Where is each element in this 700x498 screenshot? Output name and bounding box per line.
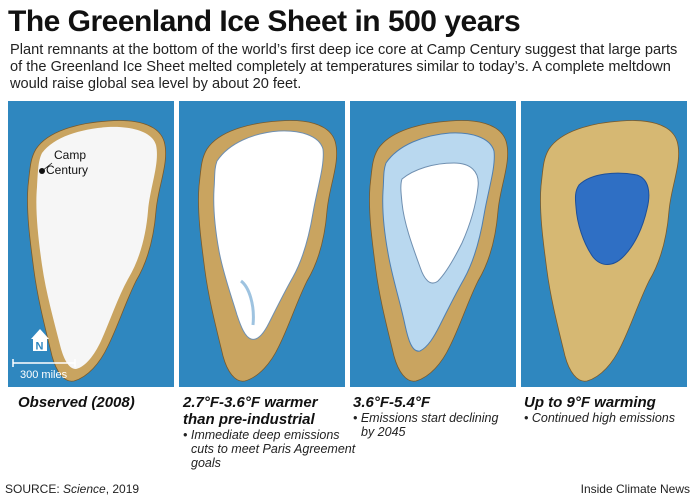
svg-text:N: N	[36, 341, 44, 353]
note-scenario-mid-2: by 2045	[361, 425, 406, 439]
camp-label-line2: Century	[46, 163, 88, 177]
caption-observed: Observed (2008)	[18, 394, 135, 411]
greenland-map-scenario-low	[198, 120, 338, 382]
note-scenario-mid-1: • Emissions start declining	[353, 411, 499, 425]
source-credit: SOURCE: Science, 2019	[5, 482, 139, 496]
note-scenario-low-3: goals	[191, 456, 221, 470]
page-title: The Greenland Ice Sheet in 500 years	[8, 5, 521, 38]
north-arrow-icon: N	[31, 329, 49, 353]
ice-sheet-remnant	[400, 162, 479, 284]
source-year: , 2019	[105, 482, 140, 496]
greenland-map-observed: Camp Century N 300 miles	[12, 120, 167, 382]
camp-century-leader	[41, 162, 53, 172]
greenland-map-scenario-mid	[369, 120, 509, 382]
caption-scenario-mid: 3.6°F-5.4°F	[353, 394, 431, 411]
map-panel-scenario-high	[521, 101, 687, 387]
melt-margin	[239, 279, 255, 326]
map-panel-scenario-low	[179, 101, 345, 387]
caption-scenario-low-line1: 2.7°F-3.6°F warmer	[183, 394, 318, 411]
caption-scenario-low-line2: than pre-industrial	[183, 411, 315, 428]
note-scenario-high-1: • Continued high emissions	[524, 411, 675, 425]
source-name: Science	[63, 482, 106, 496]
greenland-map-scenario-high	[540, 120, 680, 382]
map-panel-observed: Camp Century N 300 miles	[8, 101, 174, 387]
ice-sheet	[36, 126, 157, 370]
caption-scenario-high: Up to 9°F warming	[524, 394, 656, 411]
note-scenario-low-2: cuts to meet Paris Agreement	[191, 442, 356, 456]
source-prefix: SOURCE:	[5, 482, 64, 496]
publisher-credit: Inside Climate News	[580, 482, 690, 496]
page-subtitle: Plant remnants at the bottom of the worl…	[10, 42, 678, 92]
map-panel-scenario-mid	[350, 101, 516, 387]
melt-basin	[574, 172, 650, 265]
scale-label: 300 miles	[20, 369, 68, 381]
camp-label-line1: Camp	[54, 148, 86, 162]
note-scenario-low-1: • Immediate deep emissions	[183, 428, 340, 442]
ice-sheet	[213, 130, 324, 340]
